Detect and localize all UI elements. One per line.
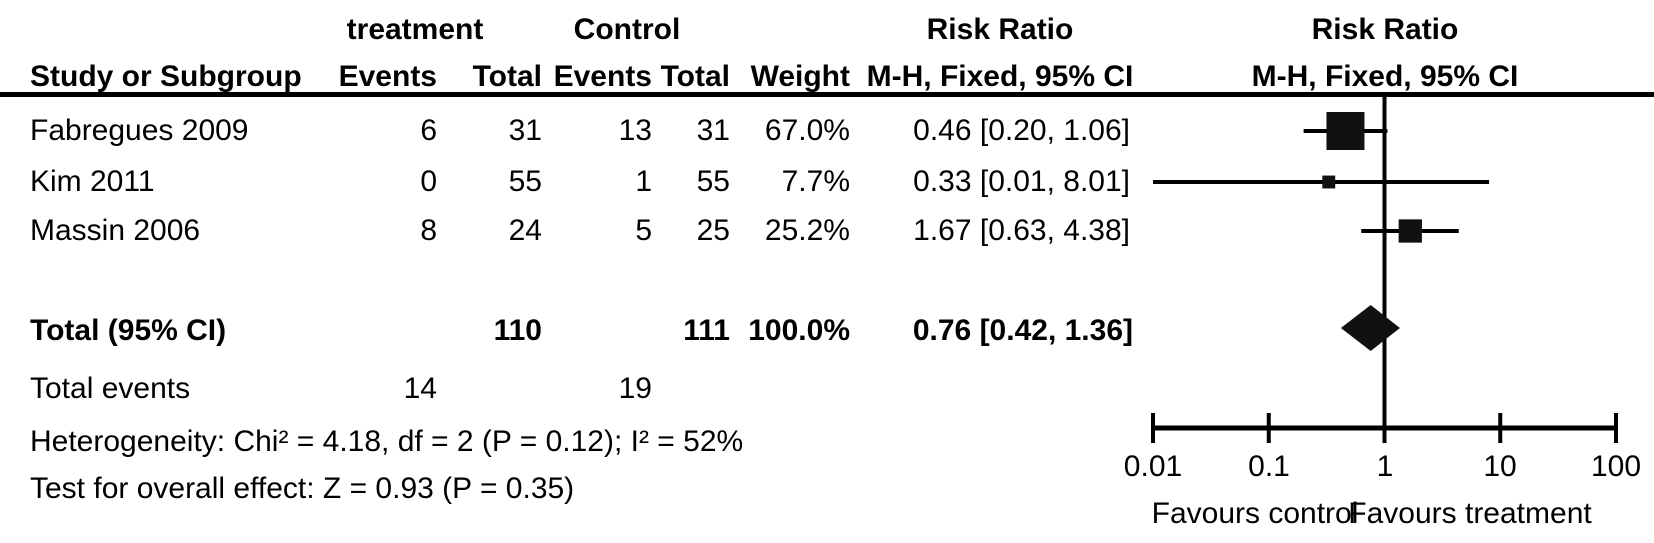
col-header-treatment-events: Events	[338, 60, 437, 93]
col-header-weight: Weight	[750, 60, 850, 93]
control-total: 31	[696, 114, 730, 147]
col-header-treatment-total: Total	[472, 60, 542, 93]
col-header-mh-plot: M-H, Fixed, 95% CI	[1251, 60, 1519, 93]
group-header-control: Control	[573, 13, 681, 46]
total-events-control-value: 19	[618, 372, 652, 405]
control-total: 55	[696, 165, 730, 198]
treatment-total: 55	[508, 165, 542, 198]
col-header-mh-text: M-H, Fixed, 95% CI	[866, 60, 1134, 93]
axis-tick-label: 0.1	[1248, 450, 1290, 483]
col-header-control-events: Events	[553, 60, 652, 93]
treatment-events: 6	[420, 114, 437, 147]
study-name: Massin 2006	[30, 214, 201, 247]
treatment-total: 24	[508, 214, 542, 247]
total-control-total: 111	[683, 314, 730, 347]
control-total: 25	[696, 214, 730, 247]
total-treatment-total: 110	[493, 314, 542, 347]
study-name: Fabregues 2009	[30, 114, 249, 147]
weight-square	[1322, 175, 1336, 189]
treatment-events: 8	[420, 214, 437, 247]
treatment-total: 31	[508, 114, 542, 147]
col-header-control-total: Total	[660, 60, 730, 93]
axis-tick-label: 0.01	[1123, 450, 1183, 483]
total-weight: 100.0%	[748, 314, 850, 347]
risk-ratio-value: 1.67 [0.63, 4.38]	[913, 214, 1130, 247]
favours-treatment-label: Favours treatment	[1348, 497, 1592, 530]
control-events: 1	[635, 165, 652, 198]
risk-ratio-header-text: Risk Ratio	[926, 13, 1074, 46]
total-events-label: Total events	[30, 372, 191, 405]
header-rule	[0, 92, 1654, 97]
study-name: Kim 2011	[30, 165, 155, 198]
favours-control-label: Favours control	[1151, 497, 1359, 530]
total-diamond	[1340, 305, 1400, 351]
group-header-treatment: treatment	[346, 13, 484, 46]
treatment-events: 0	[420, 165, 437, 198]
heterogeneity-text: Heterogeneity: Chi² = 4.18, df = 2 (P = …	[30, 425, 744, 458]
control-events: 13	[618, 114, 652, 147]
total-risk-ratio: 0.76 [0.42, 1.36]	[912, 314, 1133, 347]
control-events: 5	[635, 214, 652, 247]
col-header-study: Study or Subgroup	[30, 60, 302, 93]
overall-effect-text: Test for overall effect: Z = 0.93 (P = 0…	[30, 472, 575, 505]
axis-tick-label: 10	[1483, 450, 1517, 483]
weight-square	[1326, 112, 1365, 150]
risk-ratio-value: 0.46 [0.20, 1.06]	[913, 114, 1130, 147]
weight-square	[1398, 219, 1422, 243]
risk-ratio-value: 0.33 [0.01, 8.01]	[913, 165, 1130, 198]
total-label: Total (95% CI)	[30, 314, 227, 347]
weight-value: 25.2%	[764, 214, 850, 247]
total-events-treatment-value: 14	[403, 372, 437, 405]
risk-ratio-header-plot: Risk Ratio	[1311, 13, 1459, 46]
axis-tick-label: 100	[1590, 450, 1642, 483]
axis-tick-label: 1	[1376, 450, 1394, 483]
weight-value: 7.7%	[781, 165, 850, 198]
weight-value: 67.0%	[764, 114, 850, 147]
